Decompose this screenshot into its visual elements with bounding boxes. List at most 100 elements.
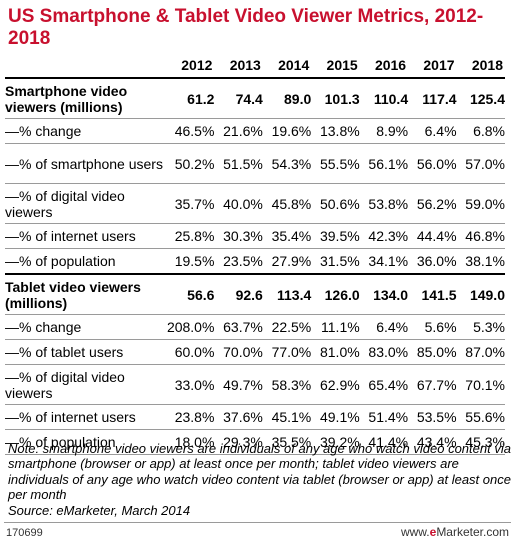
data-cell: 50.6%: [319, 195, 360, 212]
data-cell: 55.5%: [319, 155, 360, 172]
data-cell: 6.8%: [473, 123, 505, 139]
brand-link[interactable]: www.eMarketer.com: [401, 525, 509, 539]
data-cell: 8.9%: [376, 123, 409, 139]
data-cell: 53.5%: [416, 409, 457, 425]
data-cell: 44.4%: [416, 228, 457, 244]
corner-cell: [5, 52, 166, 78]
data-cell: 70.0%: [223, 344, 263, 360]
data-cell: 39.5%: [319, 228, 360, 244]
data-cell: 46.5%: [174, 123, 215, 139]
data-cell: 35.5%: [271, 434, 312, 450]
year-header: 2018: [471, 56, 503, 73]
data-cell: 113.4: [277, 286, 312, 303]
table-body: Smartphone video viewers (millions) 61.2 7…: [5, 78, 505, 455]
table-row: —% of tablet users 60.0% 70.0% 77.0% 81.0% 83…: [5, 340, 505, 365]
brand-e: e: [429, 525, 437, 539]
data-cell: 61.2: [187, 90, 215, 107]
data-cell: 23.5%: [223, 253, 263, 269]
data-cell: 35.4%: [271, 228, 312, 244]
data-cell: 5.3%: [473, 319, 505, 335]
data-cell: 19.5%: [174, 253, 215, 269]
data-cell: 41.4%: [368, 434, 409, 450]
data-cell: 5.6%: [424, 319, 457, 335]
data-cell: 85.0%: [416, 344, 457, 360]
data-cell: 33.0%: [174, 376, 215, 393]
data-cell: 37.6%: [223, 409, 263, 425]
data-cell: 25.8%: [174, 228, 215, 244]
data-cell: 63.7%: [223, 319, 263, 335]
table-row: —% of population 18.0% 29.3% 35.5% 39.2% 41.4…: [5, 430, 505, 455]
data-cell: 83.0%: [368, 344, 409, 360]
data-cell: 110.4: [373, 90, 409, 107]
data-cell: 40.0%: [223, 195, 263, 212]
data-cell: 50.2%: [174, 155, 215, 172]
data-cell: 23.8%: [174, 409, 215, 425]
chart-note: Note: smartphone video viewers are indiv…: [8, 441, 513, 518]
data-cell: 54.3%: [271, 155, 312, 172]
data-cell: 65.4%: [368, 376, 409, 393]
table-row: —% of digital video viewers 33.0% 49.7% 58.…: [5, 365, 505, 405]
data-cell: 27.9%: [271, 253, 312, 269]
table-row: —% of internet users 25.8% 30.3% 35.4% 39.5%…: [5, 224, 505, 249]
data-table: 2012 2013 2014 2015 2016 2017 2018 Smart…: [5, 52, 505, 455]
data-cell: 38.1%: [465, 253, 505, 269]
row-label: Smartphone video viewers (millions): [5, 82, 128, 115]
data-cell: 43.4%: [416, 434, 457, 450]
data-cell: 29.3%: [223, 434, 263, 450]
data-cell: 60.0%: [174, 344, 215, 360]
source-text: Source: eMarketer, March 2014: [8, 502, 191, 518]
row-label: —% of digital video viewers: [5, 187, 125, 220]
data-cell: 92.6: [235, 286, 263, 303]
row-label: —% change: [5, 123, 82, 139]
data-cell: 51.5%: [223, 155, 263, 172]
table-row: —% change 208.0% 63.7% 22.5% 11.1% 6.4% 5.6% 5.…: [5, 315, 505, 340]
data-cell: 56.1%: [368, 155, 409, 172]
data-cell: 45.1%: [271, 409, 312, 425]
row-label: —% change: [5, 319, 82, 335]
chart-id: 170699: [6, 527, 43, 539]
data-cell: 149.0: [469, 286, 505, 303]
brand-prefix: www.: [400, 525, 430, 539]
data-cell: 39.2%: [319, 434, 360, 450]
data-cell: 36.0%: [416, 253, 457, 269]
year-header-row: 2012 2013 2014 2015 2016 2017 2018: [5, 52, 505, 78]
data-cell: 49.1%: [319, 409, 360, 425]
year-header: 2013: [229, 56, 261, 73]
row-label: —% of internet users: [5, 409, 136, 425]
footer-divider: [4, 522, 511, 523]
data-cell: 21.6%: [223, 123, 263, 139]
data-cell: 30.3%: [223, 228, 263, 244]
year-header: 2014: [278, 56, 310, 73]
row-label: —% of population: [5, 253, 116, 269]
data-cell: 6.4%: [424, 123, 457, 139]
data-cell: 42.3%: [368, 228, 409, 244]
data-cell: 11.1%: [321, 319, 360, 335]
row-label: —% of tablet users: [5, 344, 124, 360]
data-cell: 6.4%: [376, 319, 409, 335]
data-cell: 70.1%: [465, 376, 505, 393]
data-cell: 19.6%: [271, 123, 312, 139]
data-cell: 51.4%: [368, 409, 409, 425]
data-cell: 22.5%: [271, 319, 312, 335]
table-row: Smartphone video viewers (millions) 61.2 7…: [5, 78, 505, 119]
table-row: —% of digital video viewers 35.7% 40.0% 45.…: [5, 184, 505, 224]
year-header: 2015: [326, 56, 358, 73]
data-cell: 77.0%: [271, 344, 312, 360]
note-text: Note: smartphone video viewers are indiv…: [8, 441, 511, 503]
year-header: 2012: [181, 56, 213, 73]
data-cell: 126.0: [324, 286, 360, 303]
year-header: 2017: [423, 56, 455, 73]
data-cell: 49.7%: [223, 376, 263, 393]
data-cell: 57.0%: [465, 155, 505, 172]
data-cell: 208.0%: [166, 319, 215, 335]
data-cell: 87.0%: [465, 344, 505, 360]
row-label: Tablet video viewers (millions): [5, 278, 141, 311]
data-cell: 46.8%: [465, 228, 505, 244]
data-cell: 31.5%: [319, 253, 360, 269]
chart-title: US Smartphone & Tablet Video Viewer Metr…: [8, 6, 484, 49]
data-cell: 34.1%: [368, 253, 409, 269]
table-row: —% of internet users 23.8% 37.6% 45.1% 49.1%…: [5, 405, 505, 430]
data-cell: 134.0: [373, 286, 409, 303]
table-row: —% change 46.5% 21.6% 19.6% 13.8% 8.9% 6.4% 6.8…: [5, 119, 505, 144]
